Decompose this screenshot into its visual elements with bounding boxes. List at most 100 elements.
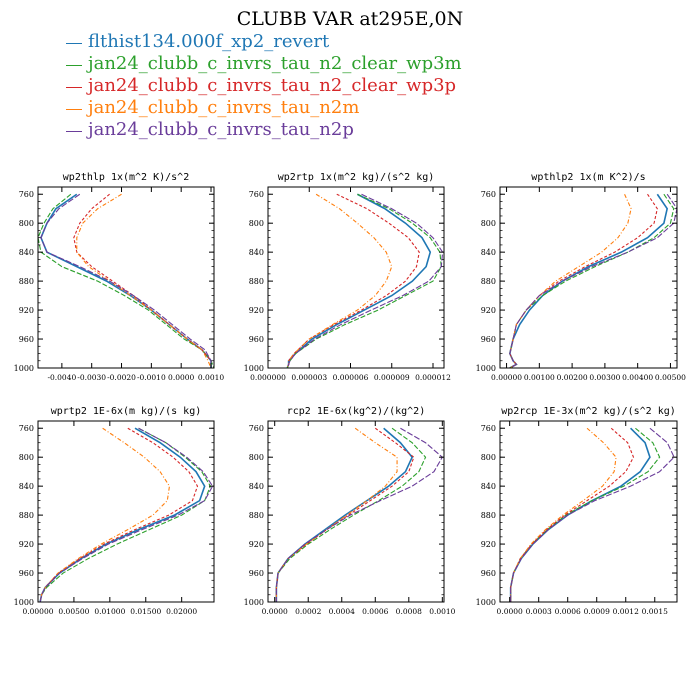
y-tick-label: 880 [249, 511, 264, 520]
x-tick-label: 0.01000 [94, 607, 125, 616]
series-line [509, 193, 675, 368]
x-tick-label: 0.02000 [166, 607, 197, 616]
x-tick-label: -0.0020 [107, 373, 136, 382]
y-tick-label: 840 [249, 482, 264, 491]
chart-panel: rcp2 1E-6x(kg^2)/(kg^2) 760 800 840 880 920 96… [244, 406, 456, 616]
y-tick-label: 880 [481, 277, 496, 286]
x-tick-label: 0.00500 [58, 607, 89, 616]
x-tick-label: 0.0003 [526, 607, 552, 616]
y-tick-label: 800 [249, 453, 264, 462]
x-tick-label: -0.0030 [77, 373, 106, 382]
legend-entry: jan24_clubb_c_invrs_tau_n2_clear_wp3m [66, 53, 462, 75]
y-tick-label: 960 [19, 335, 34, 344]
chart-panel: wprtp2 1E-6x(m kg)/(s kg) 760 800 840 880 920… [14, 406, 215, 616]
y-tick-label: 800 [481, 453, 496, 462]
y-tick-label: 840 [19, 248, 34, 257]
x-tick-label: 0.000003 [291, 373, 327, 382]
x-tick-label: 0.00500 [655, 373, 686, 382]
series-line [508, 193, 669, 368]
plot-frame [37, 186, 215, 369]
legend-swatch [66, 42, 82, 44]
y-tick-label: 760 [19, 190, 34, 199]
series-line [40, 193, 212, 368]
series-line [275, 427, 398, 602]
series-line [40, 193, 212, 368]
series-line [73, 193, 212, 368]
x-tick-label: 0.000006 [333, 373, 369, 382]
x-tick-label: 0.0009 [584, 607, 610, 616]
legend-entry: jan24_clubb_c_invrs_tau_n2p [66, 119, 462, 141]
y-tick-label: 920 [19, 306, 34, 315]
y-tick-label: 960 [481, 335, 496, 344]
y-tick-label: 880 [19, 511, 34, 520]
y-tick-label: 840 [19, 482, 34, 491]
x-tick-label: 0.01500 [130, 607, 161, 616]
x-tick-label: 0.0008 [396, 607, 422, 616]
x-tick-label: 0.00100 [524, 373, 555, 382]
series-line [286, 193, 420, 368]
legend-label: jan24_clubb_c_invrs_tau_n2_clear_wp3p [88, 75, 457, 96]
series-line [510, 427, 617, 602]
chart-panel: wp2rtp 1x(m^2 kg)/(s^2 kg) 760 800 840 880 92… [244, 172, 451, 382]
y-tick-label: 880 [249, 277, 264, 286]
series-line [76, 193, 212, 368]
x-tick-label: 0.0010 [429, 607, 455, 616]
legend-swatch [66, 130, 82, 132]
plot-frame [499, 420, 678, 603]
y-tick-label: 920 [249, 540, 264, 549]
series-line [510, 427, 635, 602]
x-tick-label: -0.0040 [47, 373, 76, 382]
y-tick-label: 880 [19, 277, 34, 286]
legend-entry: flthist134.000f_xp2_revert [66, 31, 462, 53]
y-tick-label: 960 [249, 335, 264, 344]
y-tick-label: 920 [481, 306, 496, 315]
y-tick-label: 960 [19, 569, 34, 578]
chart-panel: wp2rcp 1E-3x(m^2 kg)/(s^2 kg) 760 800 840 88… [476, 406, 678, 616]
y-tick-label: 920 [249, 306, 264, 315]
x-tick-label: 0.0006 [555, 607, 581, 616]
series-line [509, 427, 651, 602]
chart-title: wpthlp2 1x(m K^2)/s [531, 172, 645, 183]
series-line [509, 193, 677, 368]
y-tick-label: 800 [19, 453, 34, 462]
x-tick-label: 0.0006 [362, 607, 388, 616]
y-tick-label: 1000 [14, 598, 34, 607]
series-line [286, 193, 393, 368]
chart-panel: wpthlp2 1x(m K^2)/s 760 800 840 880 920 960 100… [476, 172, 687, 382]
chart-panel: wp2thlp 1x(m^2 K)/s^2 760 800 840 880 920 960 1… [14, 172, 225, 382]
figure-title: CLUBB VAR at295E,0N [236, 8, 464, 30]
x-tick-label: -0.0010 [137, 373, 166, 382]
chart-title: wp2rcp 1E-3x(m^2 kg)/(s^2 kg) [501, 406, 676, 417]
series-line [275, 427, 444, 602]
legend-label: jan24_clubb_c_invrs_tau_n2m [88, 97, 360, 118]
x-tick-label: 0.0015 [642, 607, 668, 616]
x-tick-label: 0.00000 [22, 607, 53, 616]
x-tick-label: 0.00400 [622, 373, 653, 382]
y-tick-label: 800 [249, 219, 264, 228]
plot-frame [499, 186, 678, 369]
chart-title: wp2thlp 1x(m^2 K)/s^2 [63, 172, 189, 183]
legend-swatch [66, 86, 82, 88]
series-line [510, 427, 675, 602]
x-tick-label: 0.00300 [589, 373, 620, 382]
y-tick-label: 800 [481, 219, 496, 228]
series-line [509, 193, 658, 368]
y-tick-label: 840 [481, 248, 496, 257]
x-tick-label: 0.000009 [374, 373, 410, 382]
series-line [39, 427, 212, 602]
y-tick-label: 920 [481, 540, 496, 549]
series-line [510, 427, 661, 602]
series-line [39, 427, 171, 602]
y-tick-label: 760 [249, 424, 264, 433]
chart-title: wprtp2 1E-6x(m kg)/(s kg) [51, 406, 202, 417]
x-tick-label: 0.00000 [491, 373, 522, 382]
legend-label: jan24_clubb_c_invrs_tau_n2p [88, 119, 354, 140]
y-tick-label: 760 [481, 424, 496, 433]
x-tick-label: 0.000000 [250, 373, 286, 382]
plot-frame [37, 420, 215, 603]
series-line [286, 193, 432, 368]
legend-label: jan24_clubb_c_invrs_tau_n2_clear_wp3m [88, 53, 462, 74]
series-line [39, 427, 214, 602]
y-tick-label: 960 [249, 569, 264, 578]
